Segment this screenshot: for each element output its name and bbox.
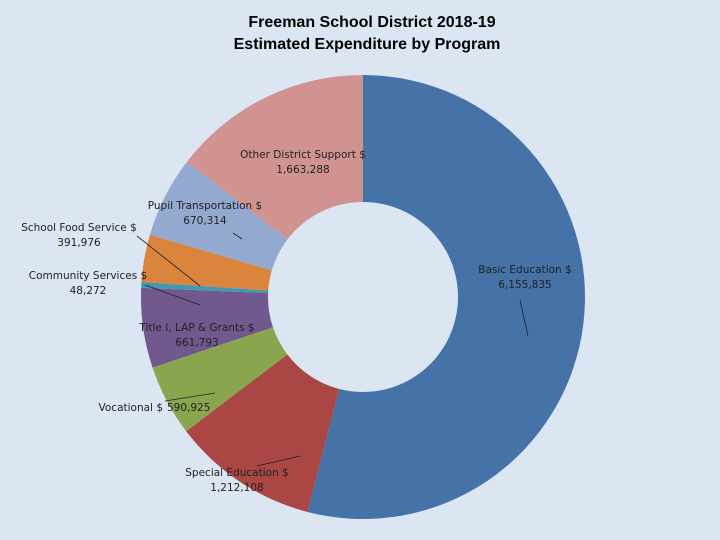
leader-line: [136, 235, 201, 287]
value-label: 661,793: [175, 337, 218, 349]
donut-slice: [149, 162, 288, 271]
value-label: 391,976: [57, 237, 101, 249]
slice-label: Community Services $: [29, 270, 147, 282]
leader-line: [144, 284, 201, 306]
chart-subtitle: Estimated Expenditure by Program: [234, 36, 501, 53]
slice-label: Other District Support $: [240, 149, 366, 161]
leader-line: [232, 232, 243, 240]
slice-label: Pupil Transportation $: [148, 200, 262, 212]
value-label: 6,155,835: [498, 279, 551, 291]
slice-label: School Food Service $: [21, 222, 137, 234]
leader-line: [164, 392, 216, 402]
slice-label: Special Education $: [185, 467, 288, 479]
donut-slice: [186, 354, 340, 512]
donut-slice: [141, 287, 273, 368]
value-label: 1,212,108: [210, 482, 263, 494]
leader-line: [519, 299, 529, 337]
donut-slice: [307, 75, 585, 519]
chart-title: Freeman School District 2018-19: [248, 14, 495, 31]
value-label: 48,272: [70, 285, 107, 297]
donut-slice: [141, 234, 272, 291]
slice-label: Vocational $: [99, 402, 163, 414]
leader-line: [256, 455, 301, 467]
donut-slice: [152, 327, 288, 432]
value-label: 670,314: [183, 215, 227, 227]
slice-label: Basic Education $: [478, 264, 571, 276]
slice-label: Title I, LAP & Grants $: [138, 322, 254, 334]
value-label: 590,925: [167, 402, 210, 414]
donut-slice: [141, 281, 269, 294]
donut-slice: [186, 74, 363, 240]
value-label: 1,663,288: [276, 164, 329, 176]
